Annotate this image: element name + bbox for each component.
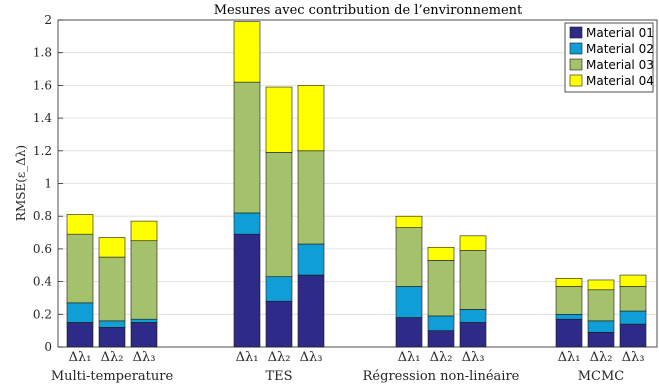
bar-segment-material-04 [98, 237, 126, 258]
bar-segment-material-01 [587, 331, 615, 348]
group-label: TES [265, 369, 292, 384]
bar-segment-material-01 [619, 323, 647, 348]
bar-segment-material-03 [98, 256, 126, 322]
bar-segment-material-04 [427, 246, 455, 261]
x-labels: Δλ₁ Δλ₂ Δλ₃ Multi-temperature Δλ₁ Δλ₂ Δλ₃ TES Δλ… [51, 350, 645, 384]
bar-segment-material-01 [66, 322, 94, 348]
bar-segment-material-02 [233, 212, 261, 235]
legend-swatch [569, 26, 583, 39]
y-tick-label: 0.6 [33, 242, 52, 256]
bar-segment-material-04 [233, 21, 261, 83]
y-tick-label: 0.8 [33, 209, 52, 223]
bar-segment-material-04 [619, 274, 647, 287]
bar-segment-material-03 [619, 286, 647, 312]
bar-segment-material-03 [233, 81, 261, 214]
y-tick-label: 1.2 [33, 144, 52, 158]
bar-label: Δλ₃ [133, 350, 156, 365]
bar-segment-material-04 [297, 85, 325, 152]
bar-segment-material-03 [130, 240, 158, 320]
group-label: Régression non-linéaire [363, 369, 520, 384]
legend-swatch [569, 74, 583, 87]
bar-segment-material-01 [555, 318, 583, 348]
group-label: Multi-temperature [51, 369, 174, 384]
y-tick-label: 1 [44, 177, 52, 191]
bar-segment-material-01 [233, 233, 261, 348]
bars [66, 21, 647, 348]
y-tick-label: 0.2 [33, 307, 52, 321]
group-label: MCMC [578, 369, 625, 384]
bar-segment-material-03 [66, 233, 94, 304]
bar-segment-material-04 [265, 86, 293, 153]
bar-segment-material-02 [427, 315, 455, 331]
y-tick-label: 1.4 [33, 111, 52, 125]
bar-label: Δλ₂ [590, 350, 613, 365]
legend-label: Material 01 [586, 26, 654, 40]
bar-segment-material-04 [555, 278, 583, 287]
bar-segment-material-04 [587, 279, 615, 291]
bar-segment-material-02 [297, 243, 325, 276]
bar-segment-material-02 [98, 320, 126, 328]
bar-segment-material-02 [587, 320, 615, 333]
bar-segment-material-02 [555, 313, 583, 320]
bar-label: Δλ₂ [430, 350, 453, 365]
bar-label: Δλ₂ [268, 350, 291, 365]
bar-segment-material-02 [66, 302, 94, 323]
bar-segment-material-02 [265, 276, 293, 302]
bar-label: Δλ₁ [69, 350, 92, 365]
legend-label: Material 02 [586, 42, 654, 56]
bar-segment-material-03 [297, 150, 325, 245]
y-tick-label: 0 [44, 340, 52, 354]
bar-segment-material-02 [130, 318, 158, 323]
chart-title: Mesures avec contribution de l’environne… [214, 3, 523, 18]
y-tick-label: 0.4 [33, 275, 52, 289]
bar-segment-material-01 [427, 330, 455, 348]
legend-swatch [569, 58, 583, 71]
y-tick-label: 1.6 [33, 78, 52, 92]
bar-segment-material-01 [459, 322, 487, 348]
bar-label: Δλ₃ [622, 350, 645, 365]
bar-label: Δλ₂ [101, 350, 124, 365]
legend-swatch [569, 42, 583, 55]
y-tick-label: 1.8 [33, 46, 52, 60]
bar-label: Δλ₁ [558, 350, 581, 365]
bar-segment-material-03 [395, 227, 423, 287]
bar-segment-material-02 [619, 310, 647, 325]
legend-label: Material 03 [586, 58, 654, 72]
bar-segment-material-04 [66, 214, 94, 235]
bar-segment-material-01 [395, 317, 423, 348]
bar-segment-material-02 [395, 286, 423, 318]
bar-segment-material-03 [587, 289, 615, 322]
bar-segment-material-01 [297, 274, 325, 348]
bar-label: Δλ₁ [236, 350, 259, 365]
bar-label: Δλ₁ [398, 350, 421, 365]
bar-segment-material-03 [265, 152, 293, 277]
bar-label: Δλ₃ [300, 350, 323, 365]
bar-segment-material-01 [98, 327, 126, 348]
bar-segment-material-04 [459, 235, 487, 251]
bar-segment-material-03 [427, 260, 455, 317]
y-axis-label: RMSE(ε_Δλ) [14, 145, 28, 221]
bar-segment-material-01 [265, 300, 293, 348]
bar-segment-material-04 [395, 215, 423, 228]
legend: Material 01 Material 02 Material 03 Materia… [564, 22, 654, 93]
bar-label: Δλ₃ [462, 350, 485, 365]
legend-label: Material 04 [586, 74, 654, 88]
y-tick-label: 2 [44, 13, 52, 27]
y-ticks: 0 0.2 0.4 0.6 0.8 1 1.2 1.4 1.6 1.8 2 [33, 13, 63, 354]
bar-segment-material-02 [459, 309, 487, 323]
bar-segment-material-03 [459, 250, 487, 310]
bar-segment-material-03 [555, 286, 583, 315]
bar-segment-material-04 [130, 220, 158, 242]
bar-segment-material-01 [130, 322, 158, 348]
